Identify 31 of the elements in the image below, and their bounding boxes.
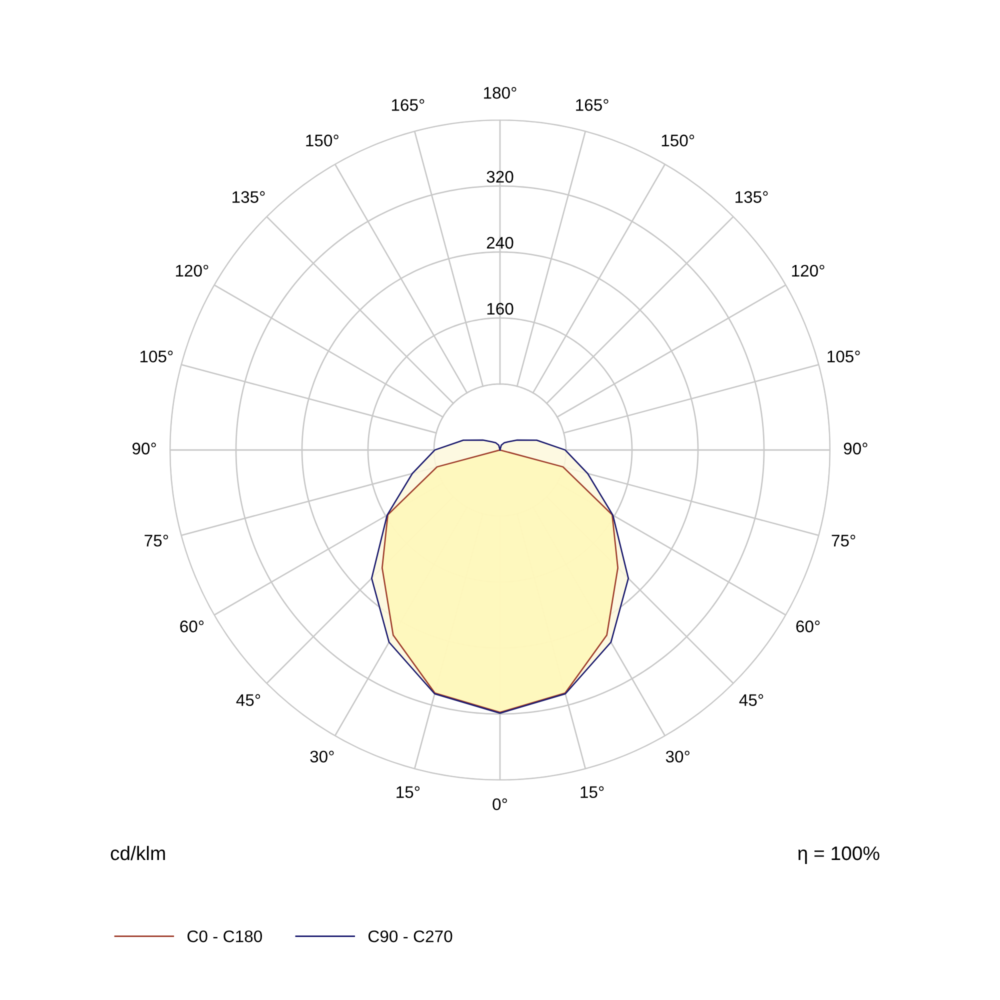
legend-label: C90 - C270 [368,930,452,942]
spoke-label: 105° [828,350,860,362]
spoke-label: 45° [236,694,260,706]
spoke-label: 165° [576,99,608,111]
spoke-label: 180° [484,86,516,99]
spoke-label: 75° [832,534,856,547]
spoke-label: 15° [396,786,420,798]
spoke-label: 120° [792,264,824,277]
spoke-label: 60° [180,620,204,632]
spoke-label: 30° [310,750,334,763]
spoke-label: 135° [736,191,768,203]
legend-label: C0 - C180 [188,930,262,942]
spoke-label: 105° [140,350,173,362]
spoke-label: 150° [306,134,338,146]
spoke-label: 90° [132,442,156,454]
spoke-label: 0° [492,798,507,810]
spoke-label: 135° [232,191,265,203]
spoke-label: 150° [662,134,694,146]
spoke-label: 75° [144,534,168,547]
spoke-label: 60° [796,620,820,632]
text: cd/klm [110,846,165,860]
spoke-label: 15° [580,786,604,798]
spoke-label: 165° [392,99,424,111]
spoke-label: 120° [176,264,208,277]
spoke-label: 30° [666,750,690,763]
y-tick-label: 240 [486,236,514,249]
y-tick-label: 320 [486,170,514,183]
text: η = 100% [798,846,880,864]
y-tick-label: 160 [487,302,514,315]
spoke-label: 45° [739,694,764,706]
spoke-label: 90° [844,442,868,454]
